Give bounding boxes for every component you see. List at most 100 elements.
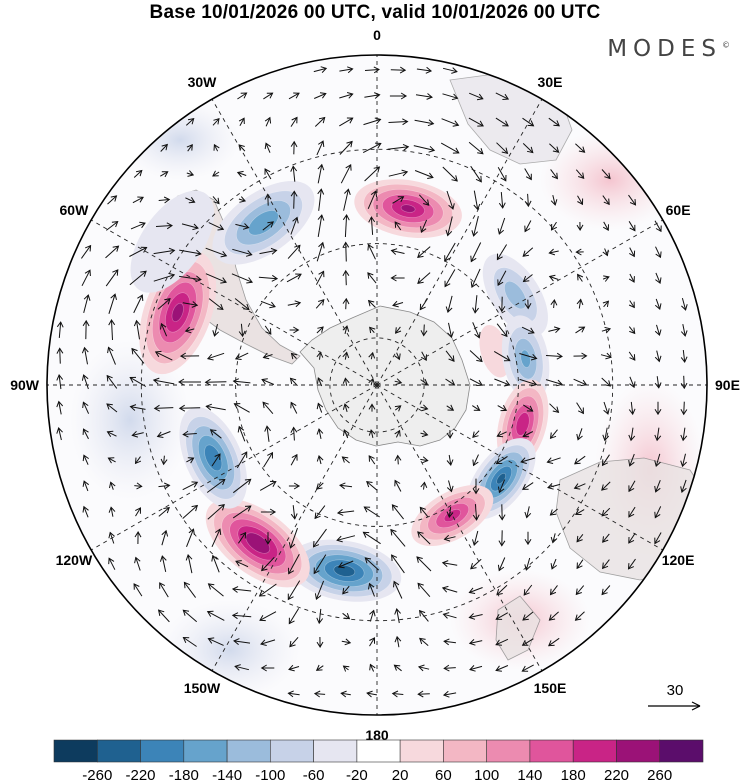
wind-arrow bbox=[263, 92, 274, 100]
anomaly-center bbox=[411, 485, 494, 547]
colorbar-swatch bbox=[399, 739, 444, 763]
wind-arrow bbox=[56, 400, 64, 415]
wind-arrow bbox=[107, 346, 116, 365]
wind-arrow bbox=[600, 352, 612, 360]
colorbar-tick-label: 220 bbox=[604, 767, 629, 783]
wind-arrow bbox=[394, 221, 402, 231]
wind-arrow bbox=[207, 583, 224, 597]
wind-arrow bbox=[654, 480, 661, 493]
meridian-line bbox=[211, 384, 378, 672]
anomaly-contour-band bbox=[504, 280, 527, 310]
wind-arrow bbox=[628, 326, 636, 335]
wind-arrow bbox=[233, 403, 250, 413]
wind-arrow bbox=[470, 268, 481, 288]
wind-arrow bbox=[264, 116, 272, 127]
wind-arrow bbox=[549, 403, 560, 413]
longitude-label: 90E bbox=[715, 377, 740, 393]
wind-arrow bbox=[185, 553, 193, 574]
longitude-label: 30W bbox=[188, 74, 218, 90]
wind-arrow bbox=[207, 637, 224, 646]
wind-arrow bbox=[211, 528, 222, 548]
wind-arrow bbox=[654, 506, 662, 519]
wind-arrow bbox=[493, 350, 511, 362]
wind-arrow bbox=[236, 170, 247, 178]
wind-arrow bbox=[471, 215, 479, 237]
wind-arrow bbox=[56, 427, 63, 441]
wind-arrow bbox=[260, 508, 277, 516]
wind-arrow bbox=[82, 454, 89, 465]
wind-arrow bbox=[545, 352, 563, 360]
wind-arrow bbox=[339, 117, 354, 127]
wind-arrow bbox=[264, 142, 271, 153]
wind-arrow bbox=[549, 585, 558, 596]
wind-arrow bbox=[262, 221, 274, 231]
wind-arrow bbox=[468, 117, 484, 127]
wind-arrow bbox=[574, 611, 585, 621]
wind-arrow bbox=[654, 298, 662, 311]
wind-arrow bbox=[369, 609, 376, 622]
wind-arrow bbox=[472, 454, 479, 467]
wind-arrow bbox=[129, 246, 148, 257]
wind-arrow bbox=[655, 272, 662, 284]
wind-arrow bbox=[680, 453, 687, 468]
wind-arrow bbox=[550, 299, 558, 309]
wind-arrow bbox=[339, 66, 354, 74]
wind-arrow bbox=[472, 322, 481, 339]
colorbar-swatch bbox=[356, 739, 401, 763]
wind-arrow bbox=[129, 404, 146, 411]
wind-arrow bbox=[472, 430, 480, 439]
wind-arrow bbox=[601, 507, 611, 517]
wind-arrow bbox=[316, 608, 324, 625]
wind-arrow bbox=[185, 117, 195, 126]
wind-arrow bbox=[470, 558, 482, 570]
anomaly-field bbox=[130, 179, 550, 602]
wind-arrow bbox=[414, 119, 435, 127]
longitude-label: 120E bbox=[662, 552, 695, 568]
wind-arrow bbox=[549, 429, 558, 440]
longitude-label: 60E bbox=[666, 202, 691, 218]
longitude-label: 30E bbox=[538, 74, 563, 90]
wind-arrow bbox=[238, 144, 246, 152]
wind-arrow bbox=[388, 118, 409, 126]
graticule bbox=[47, 55, 707, 715]
wind-arrow bbox=[416, 556, 432, 572]
wind-arrow bbox=[468, 639, 483, 646]
anomaly-contour-band bbox=[515, 412, 530, 436]
colorbar-swatch bbox=[313, 739, 358, 763]
wind-arrow bbox=[498, 530, 506, 547]
wind-arrow bbox=[550, 169, 558, 180]
wind-arrow bbox=[628, 351, 636, 361]
wind-arrow bbox=[181, 223, 199, 231]
wind-arrow bbox=[392, 196, 405, 204]
anomaly-contour-band bbox=[400, 204, 416, 213]
wind-arrow bbox=[288, 664, 300, 672]
wind-arrow bbox=[602, 300, 610, 308]
wind-arrow bbox=[317, 188, 325, 211]
wind-arrow bbox=[575, 143, 586, 153]
wind-arrow bbox=[654, 401, 662, 416]
wind-arrow bbox=[521, 482, 534, 490]
wind-arrow bbox=[393, 664, 402, 672]
wind-arrow bbox=[654, 350, 662, 363]
wind-arrow bbox=[317, 214, 325, 237]
wind-arrow bbox=[157, 298, 171, 310]
wind-arrow bbox=[82, 319, 90, 340]
wind-arrow bbox=[153, 404, 174, 412]
reference-vector-head bbox=[691, 701, 701, 711]
wind-arrow bbox=[419, 637, 429, 646]
wind-arrow bbox=[654, 532, 662, 545]
wind-arrow bbox=[290, 352, 298, 360]
wind-arrow bbox=[183, 581, 197, 598]
wind-arrow bbox=[261, 378, 275, 385]
wind-arrow bbox=[314, 116, 326, 127]
wind-arrow bbox=[287, 580, 301, 601]
wind-vectors bbox=[56, 66, 688, 698]
wind-arrow bbox=[522, 143, 534, 154]
colorbar-swatch bbox=[269, 739, 314, 763]
wind-arrow bbox=[82, 480, 90, 492]
wind-arrow bbox=[160, 143, 168, 152]
wind-arrow bbox=[469, 665, 483, 672]
wind-arrow bbox=[680, 427, 688, 442]
wind-arrow bbox=[182, 609, 198, 623]
wind-arrow bbox=[519, 378, 538, 387]
